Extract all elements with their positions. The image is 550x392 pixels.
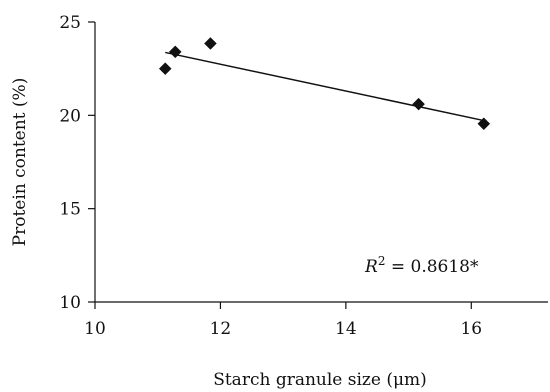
y-ticks: 10 15 20 25 — [59, 13, 95, 313]
axes — [94, 22, 548, 303]
points-layer — [158, 37, 491, 131]
r-squared-annotation: R2 = 0.8618* — [364, 254, 479, 277]
trendline-layer — [165, 51, 484, 122]
x-tick-label: 10 — [84, 319, 106, 339]
r-squared-value: = 0.8618* — [385, 257, 479, 277]
r-symbol: R — [364, 257, 378, 277]
y-tick-label: 15 — [59, 200, 81, 220]
x-ticks: 10 12 14 16 — [84, 302, 482, 339]
data-point — [477, 117, 491, 131]
data-point — [204, 37, 217, 50]
x-tick-label: 12 — [210, 319, 232, 339]
r-superscript: 2 — [378, 254, 386, 268]
data-point — [158, 62, 172, 76]
x-axis-title: Starch granule size (μm) — [213, 370, 427, 390]
y-axis-title: Protein content (%) — [10, 78, 30, 247]
y-tick-label: 25 — [59, 13, 81, 33]
y-tick-label: 10 — [59, 293, 81, 313]
x-tick-label: 16 — [460, 319, 482, 339]
y-tick-label: 20 — [59, 106, 81, 126]
data-point — [168, 45, 182, 59]
data-point — [412, 97, 425, 111]
trendline — [165, 51, 484, 122]
x-tick-label: 14 — [335, 319, 357, 339]
